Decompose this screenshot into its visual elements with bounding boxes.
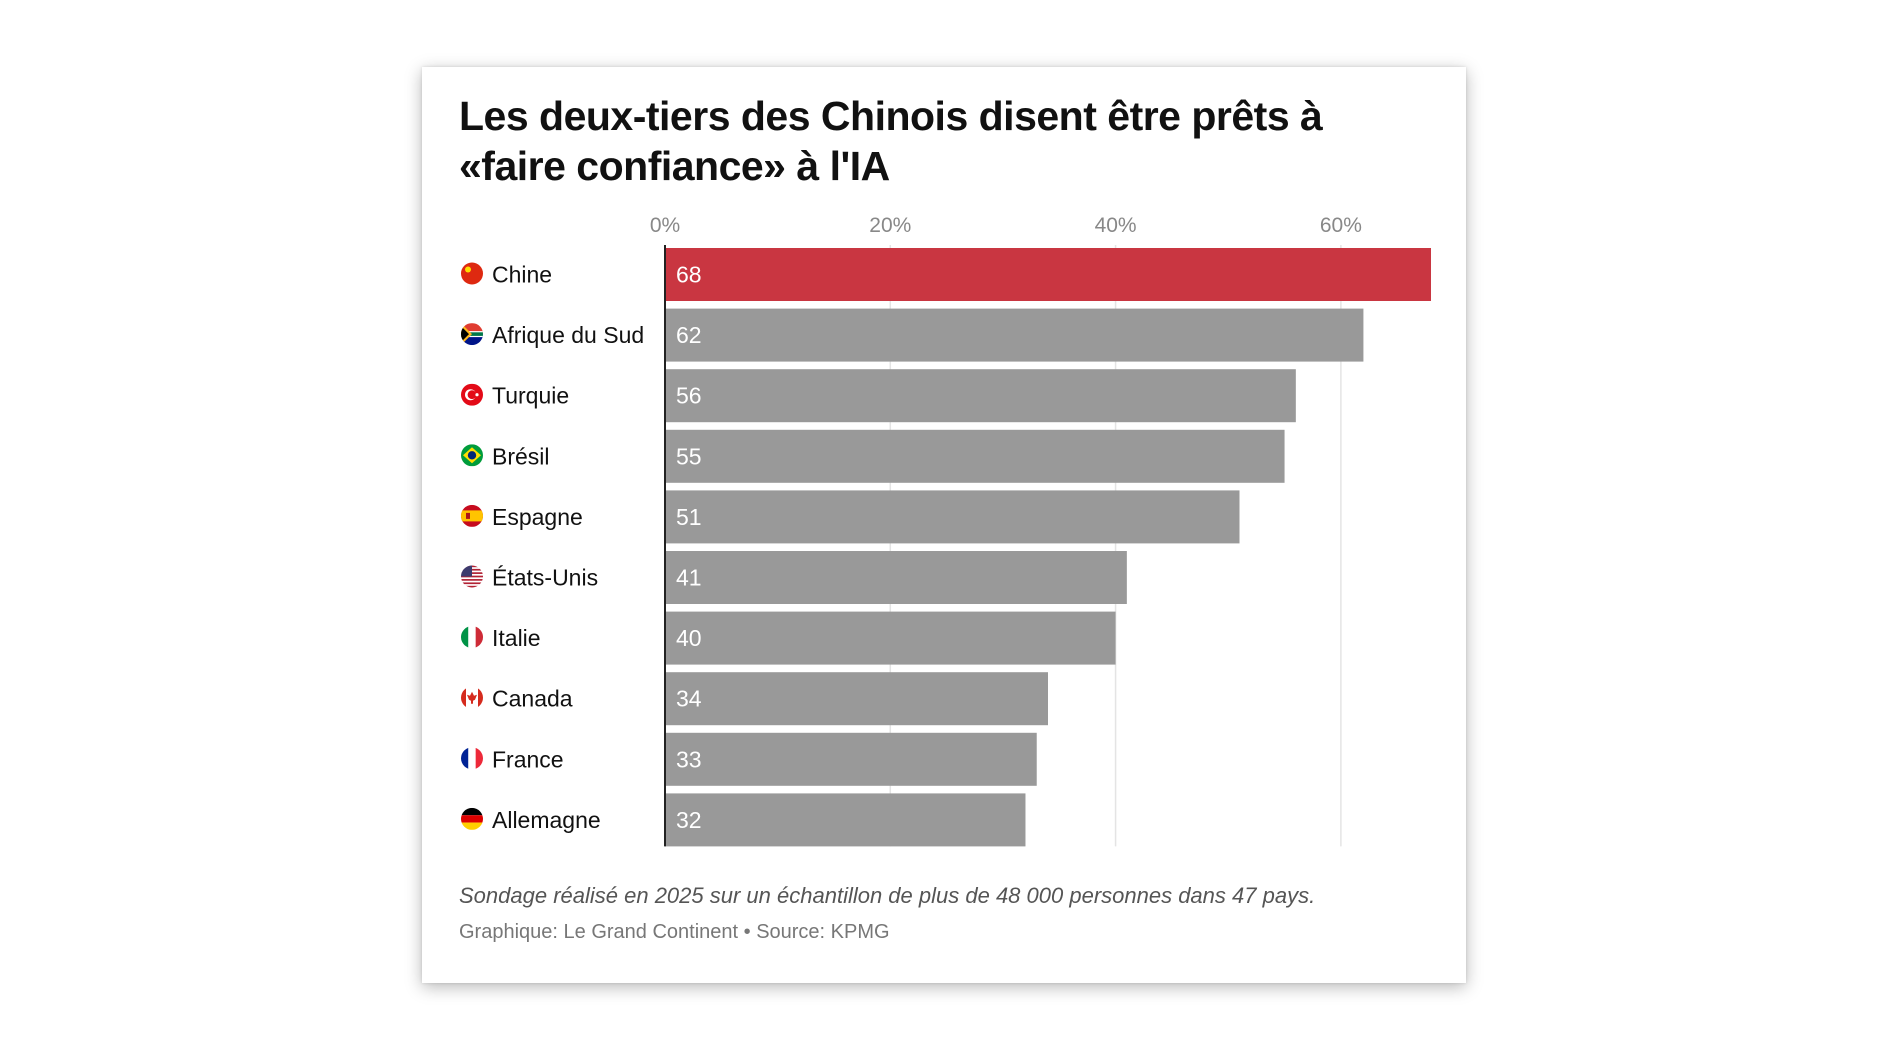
chart-card: Les deux-tiers des Chinois disent être p…: [422, 67, 1466, 983]
category-label: France: [492, 746, 564, 772]
x-tick-label: 20%: [869, 214, 911, 237]
spain-flag-icon: [461, 504, 483, 527]
bar-6: [665, 551, 1127, 604]
bar-value-label: 56: [676, 383, 702, 409]
bar-1: [665, 248, 1431, 301]
turkey-flag-icon: [461, 383, 483, 406]
germany-flag-icon: [461, 807, 483, 830]
bar-10: [665, 793, 1026, 847]
brazil-flag-icon: [461, 444, 483, 467]
category-label: Espagne: [492, 504, 583, 530]
bar-value-label: 41: [676, 565, 702, 591]
bar-value-label: 34: [676, 686, 702, 712]
bar-chart: 0% 20% 40% 60% 68 Chine 62 Afrique du Sud 56 Turq…: [461, 214, 1431, 847]
bar-4: [665, 429, 1285, 483]
category-label: Turquie: [492, 383, 569, 409]
usa-flag-icon: [461, 565, 483, 588]
category-label: Canada: [492, 686, 573, 712]
bar-3: [665, 369, 1296, 423]
bar-9: [665, 732, 1037, 786]
bar-5: [665, 490, 1240, 544]
category-label: Afrique du Sud: [492, 322, 644, 348]
x-tick-label: 60%: [1320, 214, 1362, 237]
bar-value-label: 32: [676, 807, 702, 833]
bar-value-label: 40: [676, 625, 702, 651]
category-label: États-Unis: [492, 565, 598, 591]
bar-7: [665, 611, 1116, 665]
bar-value-label: 68: [676, 262, 702, 288]
chart-note: Sondage réalisé en 2025 sur un échantill…: [459, 883, 1316, 908]
bar-value-label: 55: [676, 443, 702, 469]
x-tick-label: 40%: [1095, 214, 1137, 237]
chart-title: Les deux-tiers des Chinois disent être p…: [459, 93, 1323, 189]
canada-flag-icon: [461, 686, 483, 709]
bar-8: [665, 672, 1048, 726]
bar-value-label: 51: [676, 504, 702, 530]
category-label: Brésil: [492, 443, 550, 469]
italy-flag-icon: [461, 626, 483, 649]
chart-source: Graphique: Le Grand Continent • Source: …: [459, 921, 890, 943]
china-flag-icon: [461, 262, 483, 285]
bar-value-label: 33: [676, 746, 702, 772]
bar-2: [665, 308, 1364, 362]
x-tick-label: 0%: [650, 214, 680, 237]
category-label: Chine: [492, 262, 552, 288]
france-flag-icon: [461, 747, 483, 770]
south-africa-flag-icon: [461, 323, 483, 346]
category-label: Allemagne: [492, 807, 601, 833]
category-label: Italie: [492, 625, 541, 651]
bar-value-label: 62: [676, 322, 702, 348]
